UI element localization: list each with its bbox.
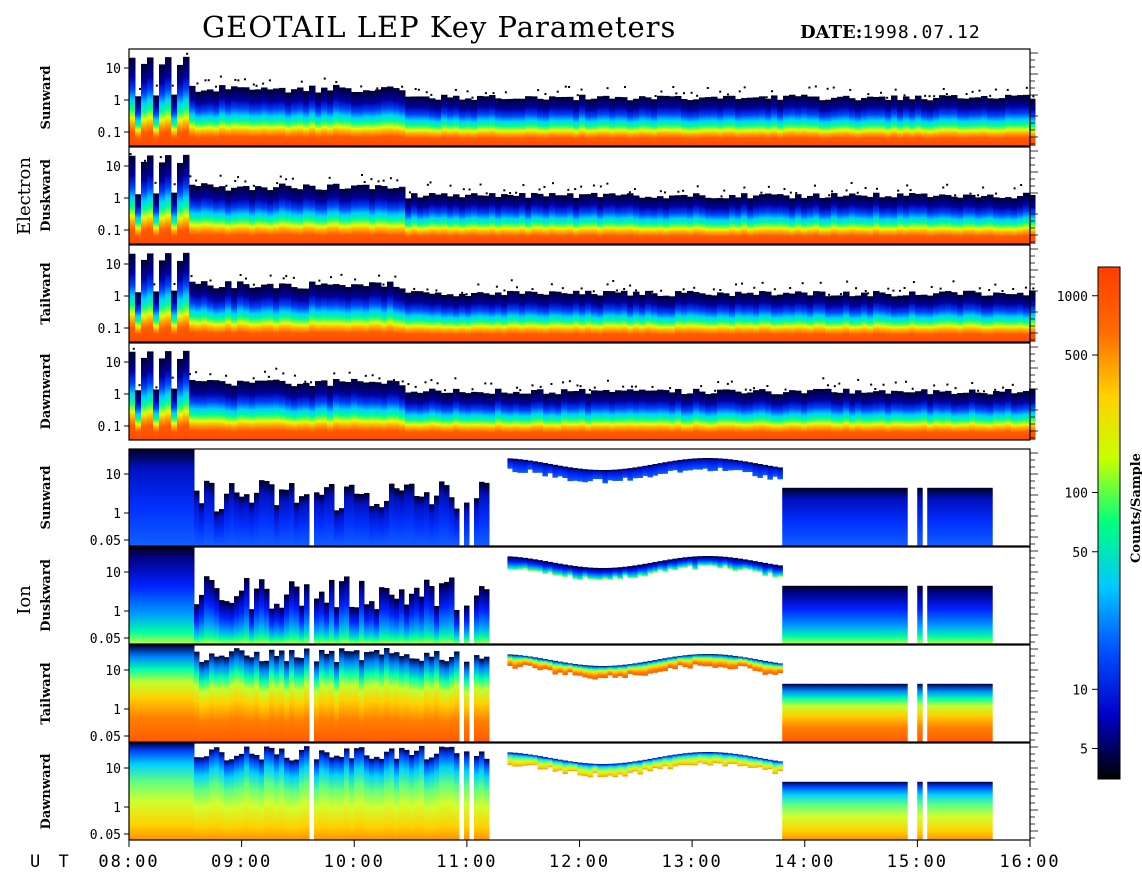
panel-ion-tailward: Tailward 10 1 0.05 bbox=[39, 644, 1038, 745]
spectrogram-fill bbox=[129, 252, 1036, 342]
colorbar-tick-label: 100 bbox=[1065, 487, 1088, 502]
y-tick-label: 10 bbox=[105, 664, 121, 679]
x-tick-label: 13:00 bbox=[662, 852, 723, 872]
colorbar-label: Counts/Sample bbox=[1129, 453, 1142, 563]
y-tick-label: 1 bbox=[113, 801, 121, 816]
y-tick-label: 0.05 bbox=[90, 534, 121, 549]
x-axis: U T 08:00 09:00 10:00 11:00 12:00 13:00 14:00 15… bbox=[30, 840, 1060, 872]
y-tick-label: 0.1 bbox=[98, 224, 121, 239]
y-tick-label: 10 bbox=[105, 762, 121, 777]
panel-electron-dawnward: Dawnward 10 1 0.1 bbox=[39, 342, 1038, 441]
y-tick-label: 10 bbox=[105, 258, 121, 273]
spectrogram-fill bbox=[129, 347, 1036, 440]
date-value: 1998.07.12 bbox=[862, 22, 981, 43]
colorbar-tick-label: 50 bbox=[1072, 546, 1088, 561]
panel-direction-label: Dawnward bbox=[39, 354, 54, 430]
colorbar-tick-label: 10 bbox=[1072, 683, 1088, 698]
panel-direction-label: Duskward bbox=[39, 559, 54, 632]
panel-electron-tailward: Tailward 10 1 0.1 bbox=[39, 244, 1038, 343]
panel-ion-duskward: Duskward 10 1 0.05 bbox=[39, 546, 1038, 647]
colorbar-tick-label: 500 bbox=[1065, 349, 1088, 364]
panel-frame bbox=[128, 448, 1031, 547]
panel-frame bbox=[128, 146, 1031, 245]
x-tick-label: 08:00 bbox=[98, 852, 159, 872]
panel-ion-dawnward: Dawnward 10 1 0.05 bbox=[39, 742, 1038, 843]
group-label-electron: Electron bbox=[14, 157, 35, 235]
colorbar-tick-label: 1000 bbox=[1057, 290, 1088, 305]
colorbar: 1000 500 100 50 10 5 Counts/Sample bbox=[1057, 266, 1142, 780]
panel-direction-label: Tailward bbox=[39, 662, 54, 724]
spectrogram-fill bbox=[129, 153, 1036, 244]
x-tick-label: 10:00 bbox=[324, 852, 385, 872]
y-tick-label: 1 bbox=[113, 192, 121, 207]
spectrogram-fill bbox=[129, 547, 993, 644]
y-tick-label: 1 bbox=[113, 703, 121, 718]
y-tick-label: 0.05 bbox=[90, 730, 121, 745]
spectrogram-fill bbox=[129, 743, 993, 840]
group-label-ion: Ion bbox=[14, 585, 35, 615]
y-tick-label: 1 bbox=[113, 94, 121, 109]
spectrogram-fill bbox=[129, 449, 993, 546]
x-axis-label: U T bbox=[30, 852, 73, 872]
y-tick-label: 0.05 bbox=[90, 828, 121, 843]
panel-direction-label: Dawnward bbox=[39, 754, 54, 830]
date-label: DATE: bbox=[800, 22, 863, 43]
panel-ion-sunward: Sunward 10 1 0.05 bbox=[39, 448, 1038, 549]
y-tick-label: 10 bbox=[105, 468, 121, 483]
y-tick-label: 1 bbox=[113, 388, 121, 403]
panel-frame bbox=[128, 244, 1031, 343]
y-tick-label: 1 bbox=[113, 290, 121, 305]
panel-direction-label: Tailward bbox=[39, 262, 54, 324]
y-tick-label: 0.05 bbox=[90, 632, 121, 647]
y-tick-label: 0.1 bbox=[98, 420, 121, 435]
x-tick-label: 12:00 bbox=[549, 852, 610, 872]
spectrogram-fill bbox=[129, 52, 1036, 147]
panel-direction-label: Sunward bbox=[39, 66, 54, 130]
y-tick-label: 1 bbox=[113, 605, 121, 620]
colorbar-gradient bbox=[1097, 266, 1121, 780]
panel-electron-sunward: Sunward 10 1 0.1 bbox=[39, 48, 1038, 147]
panel-electron-duskward: Duskward 10 1 0.1 bbox=[39, 146, 1038, 245]
x-tick-label: 16:00 bbox=[999, 852, 1060, 872]
y-tick-label: 10 bbox=[105, 160, 121, 175]
x-tick-label: 15:00 bbox=[887, 852, 948, 872]
y-tick-label: 10 bbox=[105, 566, 121, 581]
panel-frame bbox=[128, 342, 1031, 441]
y-tick-label: 1 bbox=[113, 507, 121, 522]
chart-title: GEOTAIL LEP Key Parameters bbox=[202, 10, 677, 44]
panel-frame bbox=[128, 644, 1031, 743]
y-tick-label: 10 bbox=[105, 62, 121, 77]
y-tick-label: 10 bbox=[105, 356, 121, 371]
colorbar-tick-label: 5 bbox=[1080, 743, 1088, 758]
panel-direction-label: Sunward bbox=[39, 466, 54, 530]
panel-frame bbox=[128, 546, 1031, 645]
panel-direction-label: Duskward bbox=[39, 159, 54, 232]
y-tick-label: 0.1 bbox=[98, 322, 121, 337]
date-readout: DATE:1998.07.12 bbox=[800, 22, 981, 43]
panel-frame bbox=[128, 48, 1031, 147]
x-tick-label: 11:00 bbox=[436, 852, 497, 872]
x-tick-label: 14:00 bbox=[774, 852, 835, 872]
y-tick-label: 0.1 bbox=[98, 126, 121, 141]
x-tick-label: 09:00 bbox=[211, 852, 272, 872]
spectrogram-fill bbox=[129, 645, 993, 742]
